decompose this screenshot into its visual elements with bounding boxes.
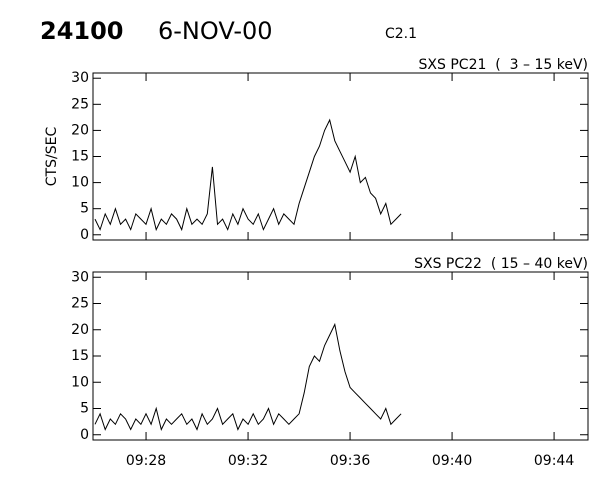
y-tick-label: 5 [80,201,89,217]
y-tick-label: 30 [71,269,89,285]
y-tick-label: 20 [71,122,89,138]
y-tick-label: 20 [71,322,89,338]
panel-label: SXS PC21 ( 3 – 15 keV) [419,57,588,73]
y-tick-label: 25 [71,296,89,312]
data-line [94,118,402,232]
x-tick-label: 09:44 [534,453,574,469]
plot-frame [92,72,589,241]
y-tick-label: 5 [80,401,89,417]
plot-frame [92,271,589,441]
y-axis-label: CTS/SEC [44,127,60,187]
y-tick-label: 15 [71,348,89,364]
event-number: 24100 [40,17,124,45]
x-tick-label: 09:28 [126,453,166,469]
x-tick-label: 09:40 [432,453,472,469]
y-tick-label: 10 [71,175,89,191]
data-line [94,322,402,431]
x-tick-label: 09:36 [330,453,370,469]
y-tick-label: 25 [71,96,89,112]
y-tick-label: 30 [71,70,89,86]
event-date: 6-NOV-00 [158,17,273,45]
flare-class: C2.1 [385,26,417,42]
y-tick-label: 0 [80,427,89,443]
y-tick-label: 10 [71,374,89,390]
y-tick-label: 0 [80,227,89,243]
y-tick-label: 15 [71,149,89,165]
panel-label: SXS PC22 ( 15 – 40 keV) [414,256,588,272]
x-tick-label: 09:32 [228,453,268,469]
